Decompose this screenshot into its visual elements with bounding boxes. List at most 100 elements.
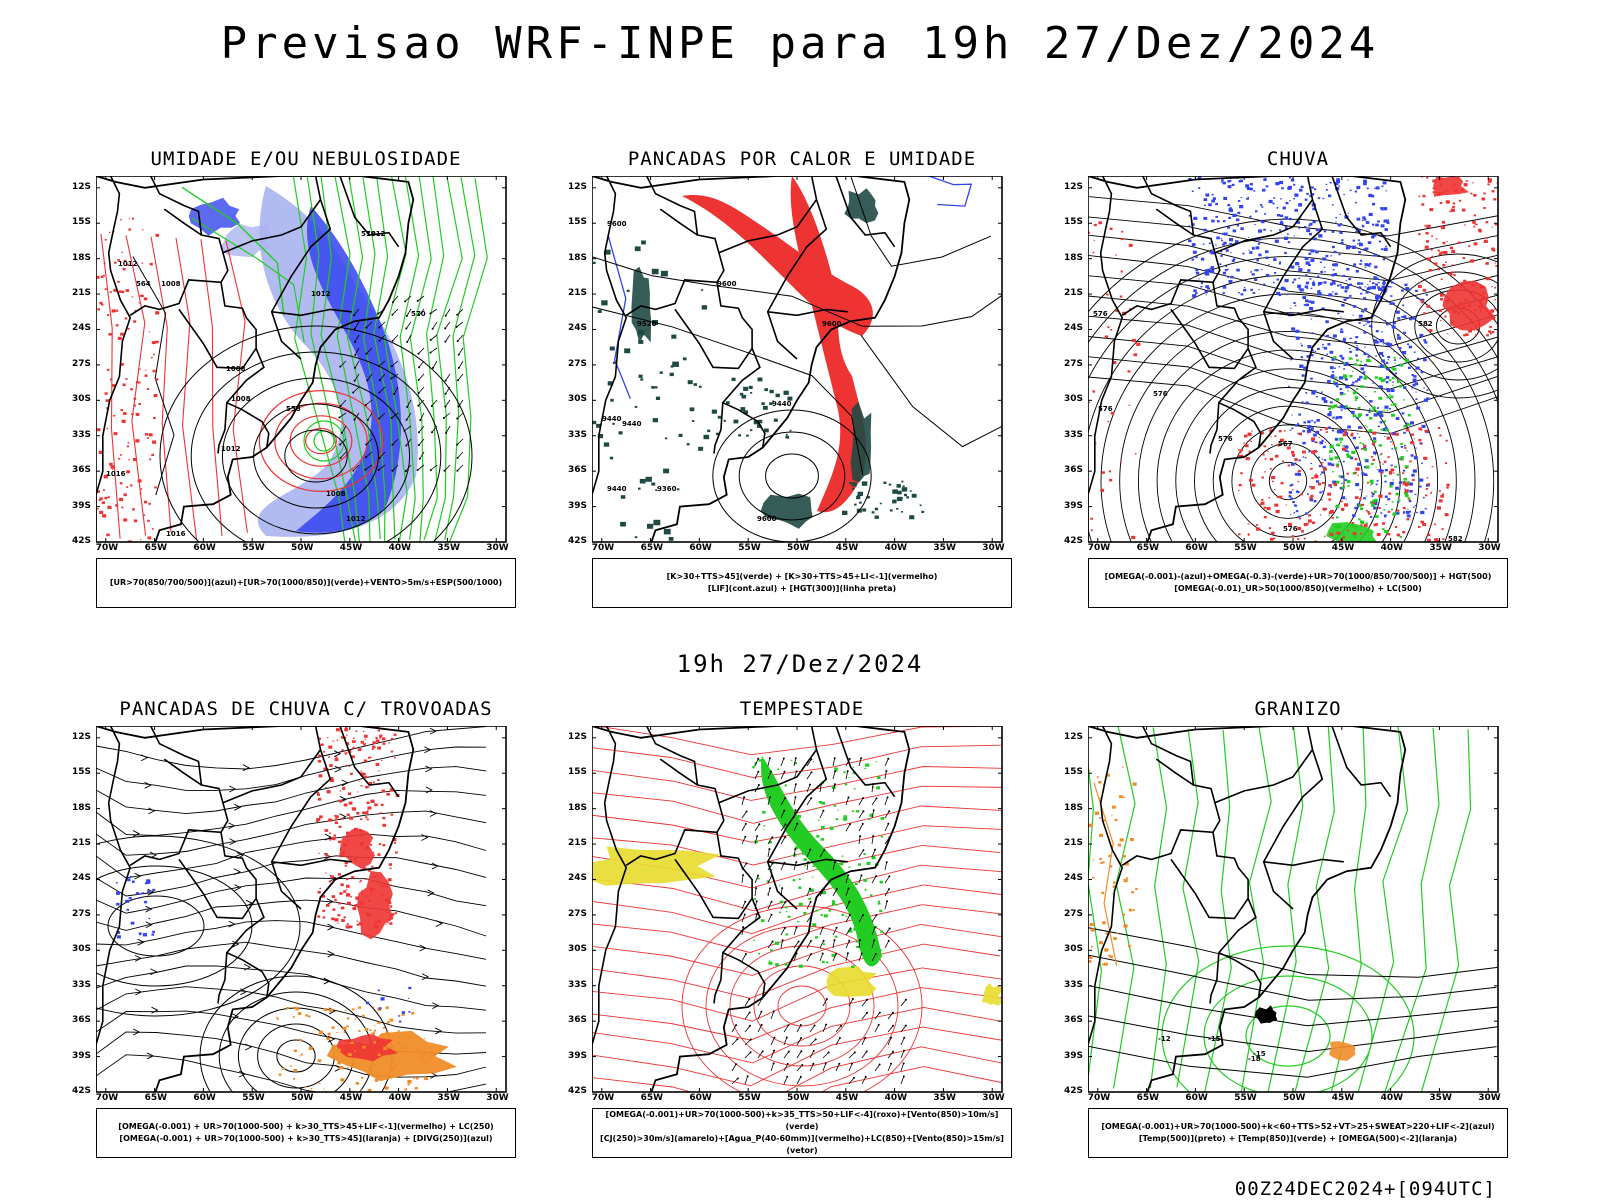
legend-line: [OMEGA(-0.001) + UR>70(1000-500) + k>30_…: [118, 1122, 494, 1131]
lat-tick-label: 33S: [1064, 979, 1084, 990]
contour-label: 9440: [607, 485, 627, 493]
lat-tick-label: 30S: [1064, 394, 1084, 405]
contour-label: 1012: [311, 290, 331, 298]
lon-tick-label: 40W: [884, 1093, 908, 1103]
lat-tick-label: 18S: [568, 252, 588, 263]
border-line: [163, 208, 202, 236]
border-line: [1262, 176, 1324, 360]
border-line: [767, 308, 848, 317]
lon-tick-label: 40W: [1380, 1093, 1404, 1103]
lat-tick-label: 21S: [72, 288, 92, 299]
lat-tick-label: 36S: [1064, 465, 1084, 476]
legend-line: [OMEGA(-0.001)+UR>70(1000-500)+k>35_TTS>…: [605, 1110, 999, 1131]
border-line: [767, 858, 848, 867]
lat-tick-label: 15S: [1064, 767, 1084, 778]
border-line: [659, 758, 698, 786]
contour-label: 570: [411, 310, 426, 318]
lat-tick-label: 42S: [72, 536, 92, 546]
contour-label: 9600: [822, 320, 842, 328]
contour-label: 1016: [166, 530, 186, 538]
border-line: [1263, 308, 1344, 317]
legend-line: [Temp(500)](preto) + [Temp(850)](verde) …: [1138, 1134, 1458, 1143]
contour-label: 576: [1218, 435, 1233, 443]
border-line: [1218, 951, 1262, 998]
border-line: [339, 176, 400, 248]
border-line: [722, 951, 766, 998]
panel-title: CHUVA: [1266, 148, 1330, 170]
map-umidade: 1012101210121008100810081012101657057656…: [96, 176, 507, 543]
lat-tick-label: 33S: [568, 979, 588, 990]
border-line: [96, 726, 132, 1092]
legend-line: [CJ(250)>30m/s](amarelo)+[Agua_P(40-60mm…: [600, 1134, 1004, 1155]
legend-box: [K>30+TTS>45](verde) + [K>30+TTS>45+LI<-…: [592, 558, 1012, 608]
lat-tick-label: 12S: [568, 731, 588, 742]
lon-tick-label: 65W: [640, 1093, 664, 1103]
contour-label: 1008: [231, 395, 251, 403]
border-line: [835, 726, 896, 798]
legend-line: [OMEGA(-0.01)_UR>50(1000/850)(vermelho) …: [1174, 584, 1422, 593]
lat-tick-label: 30S: [72, 944, 92, 955]
lon-tick-label: 40W: [1380, 543, 1404, 553]
border-line: [271, 308, 352, 317]
lon-tick-label: 45W: [339, 543, 363, 553]
lat-tick-label: 27S: [72, 358, 92, 369]
legend-line: [UR>70(850/700/500)](azul)+[UR>70(1000/8…: [109, 578, 503, 587]
lat-tick-label: 42S: [72, 1086, 92, 1096]
border-line: [1331, 176, 1392, 248]
contour-label: -15: [1253, 1050, 1266, 1058]
border-line: [178, 832, 257, 920]
lat-tick-label: 30S: [568, 394, 588, 405]
lon-tick-label: 60W: [689, 543, 712, 553]
border-line: [713, 348, 761, 454]
border-line: [1170, 282, 1249, 370]
lat-tick-label: 15S: [72, 767, 92, 778]
lat-tick-label: 30S: [1064, 944, 1084, 955]
lon-tick-label: 40W: [388, 543, 412, 553]
lat-tick-label: 12S: [72, 731, 92, 742]
lon-tick-label: 55W: [242, 1093, 265, 1103]
lat-tick-label: 33S: [72, 429, 92, 440]
lat-tick-label: 30S: [72, 394, 92, 405]
lon-tick-label: 30W: [982, 543, 1005, 553]
map-granizo: -12 -15-15-18: [1088, 726, 1499, 1093]
border-line: [1331, 726, 1392, 798]
border-line: [625, 726, 725, 866]
border-line: [1155, 208, 1194, 236]
lat-tick-label: 42S: [568, 1086, 588, 1096]
contour-label: 576: [1093, 310, 1108, 318]
panel-title: PANCADAS POR CALOR E UMIDADE: [627, 148, 977, 170]
legend-box: [OMEGA(-0.001) + UR>70(1000-500) + k>30_…: [96, 1108, 516, 1158]
lon-tick-label: 30W: [486, 1093, 509, 1103]
legend-line: [K>30+TTS>45](verde) + [K>30+TTS>45+LI<-…: [666, 572, 938, 581]
contour-label: 1012: [221, 445, 241, 453]
legend-box: [OMEGA(-0.001)+UR>70(1000-500)+k>35_TTS>…: [592, 1108, 1012, 1158]
border-line: [674, 832, 753, 920]
lon-tick-label: 65W: [640, 543, 664, 553]
contour-label: 1008: [326, 490, 346, 498]
lat-tick-label: 12S: [568, 181, 588, 192]
border-line: [1121, 176, 1221, 316]
lat-tick-label: 30S: [568, 944, 588, 955]
contour-label: 1012: [118, 260, 138, 268]
lon-tick-label: 65W: [144, 1093, 168, 1103]
contour-label: -18: [1248, 1055, 1261, 1063]
border-line: [718, 749, 818, 804]
contour-label: -15: [1208, 1035, 1221, 1043]
lat-tick-label: 21S: [72, 838, 92, 849]
lon-tick-label: 70W: [1087, 543, 1111, 553]
lon-tick-label: 45W: [1331, 1093, 1355, 1103]
lat-tick-label: 15S: [568, 217, 588, 228]
lat-tick-label: 12S: [72, 181, 92, 192]
lon-tick-label: 45W: [835, 1093, 859, 1103]
lat-tick-label: 18S: [568, 802, 588, 813]
lon-tick-label: 35W: [1429, 543, 1452, 553]
contour-label: 9600: [717, 280, 737, 288]
coastline: [1088, 726, 1407, 1092]
legend-line: [LIF](cont.azul) + [HGT(300)](linha pret…: [707, 584, 897, 593]
border-line: [178, 282, 257, 370]
lon-tick-label: 30W: [486, 543, 509, 553]
panel-title: PANCADAS DE CHUVA C/ TROVOADAS: [119, 698, 493, 720]
lon-tick-label: 50W: [291, 1093, 314, 1103]
lon-tick-label: 55W: [738, 543, 761, 553]
border-line: [1170, 832, 1249, 920]
